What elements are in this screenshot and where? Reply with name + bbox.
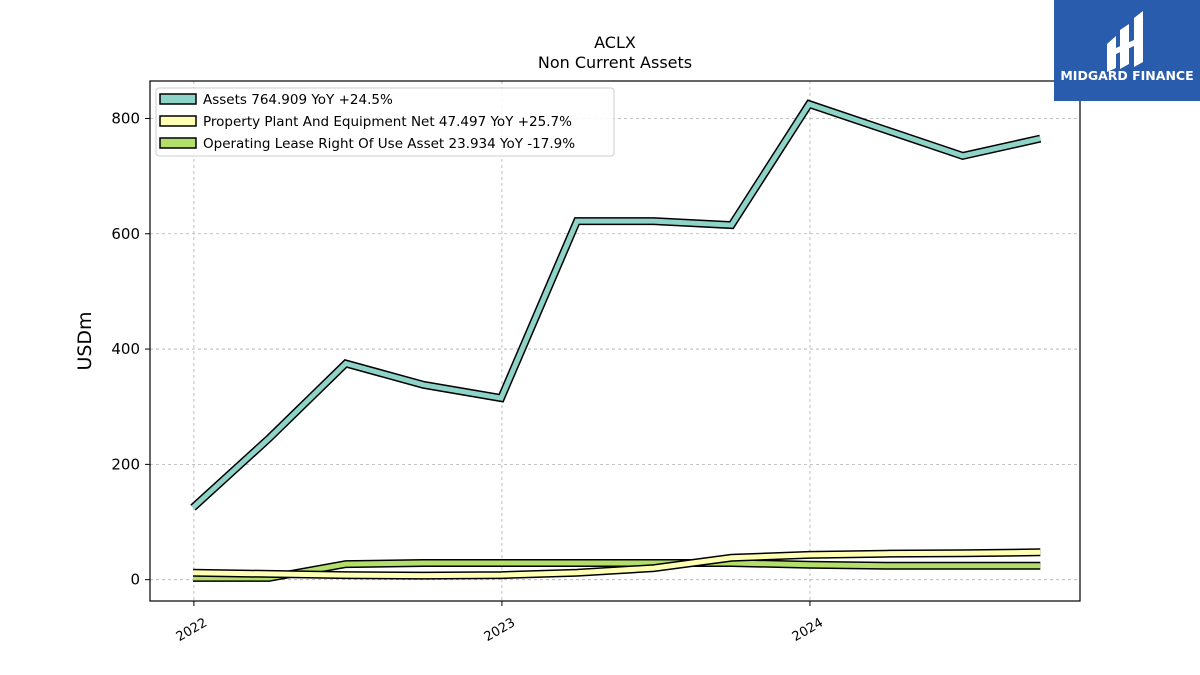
legend: Assets 764.909 YoY +24.5% Property Plant … bbox=[155, 87, 615, 157]
legend-swatch bbox=[159, 93, 197, 105]
y-tick-label: 600 bbox=[111, 225, 140, 243]
series-line bbox=[191, 101, 1041, 510]
brand-mark-icon bbox=[1107, 11, 1143, 72]
legend-label: Operating Lease Right Of Use Asset 23.93… bbox=[203, 136, 575, 152]
chart-title: ACLX bbox=[594, 33, 636, 52]
brand-logo: MIDGARD FINANCE bbox=[1054, 0, 1200, 101]
series-line bbox=[192, 549, 1041, 579]
x-tick-label: 2023 bbox=[482, 615, 518, 645]
brand-name: MIDGARD FINANCE bbox=[1060, 68, 1193, 83]
y-axis-label: USDm bbox=[74, 311, 96, 370]
series-0 bbox=[190, 99, 1042, 511]
series-1 bbox=[192, 548, 1041, 580]
plot-frame bbox=[149, 80, 1081, 602]
chart-subtitle: Non Current Assets bbox=[538, 53, 692, 72]
series-lines bbox=[190, 99, 1042, 582]
legend-label: Assets 764.909 YoY +24.5% bbox=[203, 92, 393, 108]
legend-swatch bbox=[159, 137, 197, 149]
legend-box bbox=[155, 87, 615, 157]
y-tick-label: 800 bbox=[111, 109, 140, 127]
series-2 bbox=[193, 559, 1041, 582]
legend-swatch bbox=[159, 115, 197, 127]
y-tick-label: 400 bbox=[111, 340, 140, 358]
series-line bbox=[193, 560, 1041, 581]
y-axis: 0 200 400 600 800 bbox=[111, 109, 150, 589]
grid bbox=[150, 81, 1080, 601]
y-tick-label: 200 bbox=[111, 455, 140, 473]
x-tick-label: 2022 bbox=[174, 615, 210, 645]
y-tick-label: 0 bbox=[130, 571, 140, 589]
x-tick-label: 2024 bbox=[790, 615, 826, 645]
legend-label: Property Plant And Equipment Net 47.497 … bbox=[203, 114, 572, 130]
x-axis: 2022 2023 2024 bbox=[174, 601, 826, 645]
series-line-outline bbox=[190, 99, 1042, 511]
